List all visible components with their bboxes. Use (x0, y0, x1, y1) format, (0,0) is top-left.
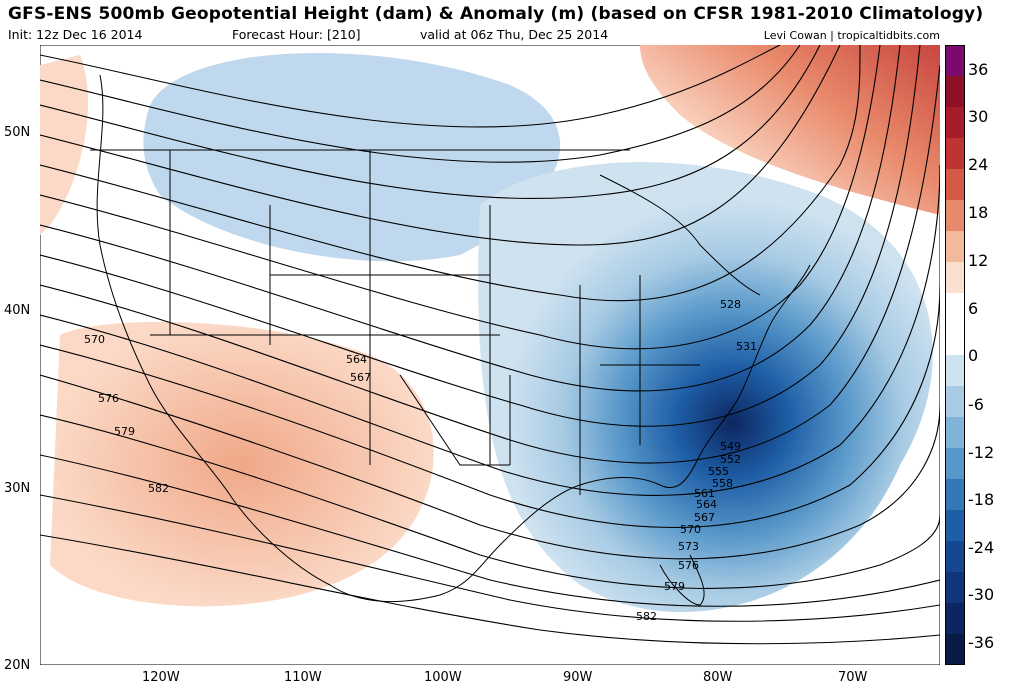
contour-label: 570 (680, 523, 701, 536)
colorbar-label: -30 (968, 585, 995, 604)
colorbar-segment (945, 603, 965, 635)
contour-label: 579 (664, 580, 685, 593)
colorbar-segment (945, 107, 965, 139)
contour-label: 567 (694, 511, 715, 524)
positive-anomaly-southwest (50, 321, 434, 607)
colorbar-segment (945, 634, 965, 665)
chart-title: GFS-ENS 500mb Geopotential Height (dam) … (8, 4, 984, 24)
contour-label: 573 (678, 540, 699, 553)
colorbar-label: 36 (968, 60, 989, 79)
forecast-hour: Forecast Hour: [210] (232, 27, 361, 42)
lon-label: 120W (142, 670, 180, 685)
colorbar-segment (945, 417, 965, 449)
contour-label: 561 (694, 487, 715, 500)
contour-label: 567 (350, 371, 371, 384)
colorbar-border (945, 45, 965, 665)
valid-time: valid at 06z Thu, Dec 25 2014 (420, 27, 609, 42)
colorbar-segment (945, 479, 965, 511)
colorbar-segment (945, 541, 965, 573)
colorbar-segment (945, 200, 965, 232)
colorbar-segment (945, 169, 965, 201)
contour-label: 528 (720, 298, 741, 311)
contour-label: 531 (736, 340, 757, 353)
lon-label: 70W (838, 670, 868, 685)
colorbar-label: -36 (968, 633, 995, 652)
colorbar-label: 6 (968, 299, 979, 318)
colorbar-label: 18 (968, 203, 989, 222)
lat-label: 20N (4, 658, 31, 673)
coastlines (90, 74, 811, 606)
colorbar-label: 24 (968, 155, 989, 174)
colorbar-segment (945, 262, 965, 294)
colorbar-segment (945, 386, 965, 418)
colorbar-label: -12 (968, 443, 995, 462)
contour-label: 582 (636, 610, 657, 623)
init-time: Init: 12z Dec 16 2014 (8, 27, 143, 42)
lon-label: 100W (424, 670, 462, 685)
contour-label: 570 (84, 333, 105, 346)
colorbar-segment (945, 138, 965, 170)
anomaly-map: 570 576 579 582 564 567 528 531 549 552 … (40, 45, 940, 665)
contour-label: 564 (346, 353, 367, 366)
positive-anomaly-northeast (640, 45, 940, 215)
contour-label: 552 (720, 453, 741, 466)
negative-anomaly-northwest (143, 52, 561, 262)
contour-label: 555 (708, 465, 729, 478)
lat-label: 50N (4, 125, 31, 140)
lon-label: 90W (563, 670, 593, 685)
colorbar-segment (945, 324, 965, 356)
contour-label: 576 (678, 559, 699, 572)
colorbar-segment (945, 355, 965, 387)
contour-label: 564 (696, 498, 717, 511)
credit: Levi Cowan | tropicaltidbits.com (763, 29, 940, 42)
lon-label: 80W (703, 670, 733, 685)
colorbar-segment (945, 572, 965, 604)
lon-label: 110W (284, 670, 322, 685)
colorbar-segment (945, 231, 965, 263)
contour-label: 579 (114, 425, 135, 438)
colorbar-segment (945, 448, 965, 480)
colorbar-label: 12 (968, 251, 989, 270)
contour-label: 576 (98, 392, 119, 405)
lat-label: 40N (4, 303, 31, 318)
contour-label: 582 (148, 482, 169, 495)
height-contours (40, 45, 940, 645)
colorbar-segment (945, 76, 965, 108)
contour-label: 558 (712, 477, 733, 490)
colorbar-label: 0 (968, 346, 979, 365)
colorbar-label: -18 (968, 490, 995, 509)
colorbar-label: 30 (968, 107, 989, 126)
colorbar (945, 45, 965, 665)
lat-label: 30N (4, 481, 31, 496)
colorbar-segment (945, 45, 965, 77)
colorbar-segment (945, 293, 965, 325)
colorbar-label: -24 (968, 538, 995, 557)
positive-anomaly-west (40, 55, 89, 235)
colorbar-label: -6 (968, 395, 984, 414)
contour-label: 549 (720, 440, 741, 453)
colorbar-segment (945, 510, 965, 542)
